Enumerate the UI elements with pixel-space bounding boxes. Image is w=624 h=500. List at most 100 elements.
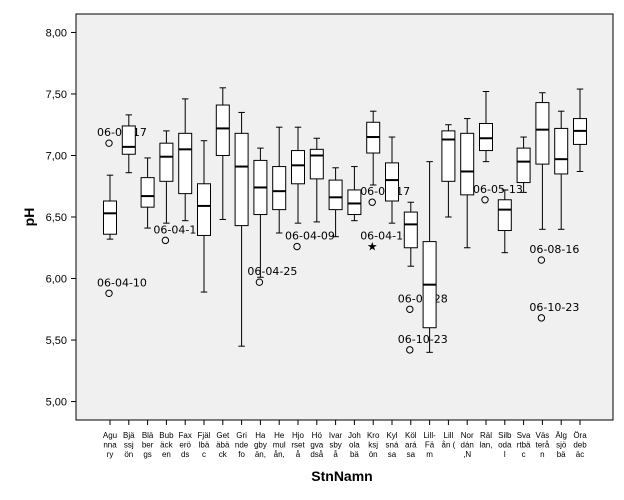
box-series: 06-07-1706-04-1006-04-1706-04-2506-04-09… bbox=[97, 87, 587, 354]
x-tick-label-line: Kyl bbox=[386, 431, 397, 440]
x-tick-label-line: äc bbox=[576, 450, 584, 459]
x-tick-label-line: Joh bbox=[348, 431, 361, 440]
x-tick-label-line: mul bbox=[273, 441, 286, 450]
box-group bbox=[272, 126, 287, 234]
outlier-label: 06-10-23 bbox=[398, 333, 448, 346]
x-tick-label-line: Bub bbox=[159, 431, 174, 440]
outlier-label: 06-04-10 bbox=[97, 276, 147, 289]
x-tick-label-line: fo bbox=[238, 450, 245, 459]
x-tick-label-line: Fjäl bbox=[198, 431, 211, 440]
outlier-label: 06-04-10 bbox=[360, 230, 410, 243]
x-tick-label-line: He bbox=[274, 431, 285, 440]
box-group bbox=[309, 137, 324, 223]
box bbox=[215, 104, 230, 156]
x-tick-label: Nor dán ,N bbox=[461, 431, 474, 459]
x-tick-label-line: ön bbox=[369, 450, 378, 459]
x-tick-label-line: ds bbox=[181, 450, 189, 459]
x-tick-label-line: c bbox=[522, 450, 526, 459]
extreme-marker: ★ bbox=[367, 240, 378, 254]
x-tick-label-line: Nor bbox=[461, 431, 474, 440]
outlier-marker bbox=[406, 346, 414, 354]
x-tick-label-line: Silb bbox=[498, 431, 512, 440]
x-tick-label: Räl lan, bbox=[480, 431, 493, 450]
x-tick-label: Gri nde fo bbox=[235, 431, 249, 459]
x-tick-label: Bjä ssj ön bbox=[123, 431, 135, 459]
x-tick-label-line: Bjä bbox=[123, 431, 135, 440]
x-tick-label: Älg sjö bä bbox=[555, 431, 567, 459]
x-tick-label-line: sná bbox=[386, 441, 399, 450]
x-tick-label: Bub äck en bbox=[159, 431, 174, 459]
x-tick-label-line: dán bbox=[461, 441, 474, 450]
x-tick-label-line: å bbox=[296, 450, 301, 459]
box-group bbox=[328, 167, 343, 238]
x-tick-label-line: gva bbox=[310, 441, 323, 450]
x-tick-label: He mul ån, bbox=[273, 431, 286, 459]
box bbox=[178, 132, 193, 195]
x-tick-label-line: Gri bbox=[236, 431, 247, 440]
x-tick-label-line: nna bbox=[103, 441, 117, 450]
x-tick-label-line: Älg bbox=[555, 431, 567, 440]
box bbox=[403, 211, 418, 249]
x-tick-label-line: ån, bbox=[274, 450, 285, 459]
y-tick-label: 5,50 bbox=[46, 335, 67, 347]
outlier-label: 06-04-17 bbox=[153, 223, 203, 236]
x-tick-label-line: Fax bbox=[179, 431, 192, 440]
box bbox=[121, 125, 136, 155]
x-tick-label: Get äbä ck bbox=[216, 431, 230, 459]
box-group bbox=[422, 161, 437, 353]
x-tick-label-line: sjö bbox=[556, 441, 567, 450]
y-tick-label: 6,50 bbox=[46, 212, 67, 224]
x-tick-label-line: lbä bbox=[199, 441, 210, 450]
x-tick-label-line: bä bbox=[350, 450, 359, 459]
x-tick-label-line: rtbä bbox=[517, 441, 531, 450]
x-tick-label-line: lan, bbox=[480, 441, 493, 450]
x-tick-label-line: Ha bbox=[255, 431, 266, 440]
box bbox=[516, 147, 531, 184]
x-tick-label-line: äbä bbox=[216, 441, 230, 450]
box bbox=[328, 179, 343, 211]
x-tick-label-line: terå bbox=[536, 441, 550, 450]
x-tick-label-line: Lill- bbox=[423, 431, 436, 440]
box-group: 06-04-09 bbox=[285, 126, 335, 251]
y-axis-label: pH bbox=[21, 208, 37, 227]
x-tick-label-line: Ivar bbox=[329, 431, 343, 440]
outlier-label: 06-04-09 bbox=[285, 230, 335, 243]
x-tick-label-line: erö bbox=[179, 441, 191, 450]
x-tick-label-line: äck bbox=[160, 441, 173, 450]
x-tick-label-line: dså bbox=[310, 450, 323, 459]
box-group bbox=[573, 88, 587, 172]
x-tick-label-line: Blä bbox=[142, 431, 154, 440]
box-group bbox=[347, 166, 362, 222]
x-tick-label-line: en bbox=[162, 450, 171, 459]
box bbox=[159, 142, 174, 182]
box-group bbox=[234, 111, 249, 347]
y-tick-label: 7,50 bbox=[46, 89, 67, 101]
x-tick-label-line: Fä bbox=[425, 441, 435, 450]
x-tick-label-line: Get bbox=[216, 431, 230, 440]
x-tick-label-line: ksj bbox=[368, 441, 378, 450]
x-axis-label: StnNamn bbox=[311, 468, 372, 484]
box bbox=[309, 148, 324, 180]
outlier-marker bbox=[161, 236, 170, 245]
box bbox=[103, 200, 117, 235]
x-tick-label-line: sby bbox=[329, 441, 341, 450]
x-tick-label-line: ssj bbox=[124, 441, 134, 450]
x-tick-label-line: Räl bbox=[480, 431, 492, 440]
outlier-marker bbox=[105, 139, 113, 147]
x-tick-label-line: m bbox=[426, 450, 433, 459]
x-tick-label-line: rset bbox=[291, 441, 305, 450]
box-group bbox=[497, 189, 512, 254]
x-tick-label: Hjo rset å bbox=[291, 431, 305, 459]
box bbox=[140, 177, 155, 208]
outlier-label: 06-08-16 bbox=[529, 243, 579, 256]
x-tick-label-line: Öra bbox=[573, 431, 587, 440]
x-tick-label-line: l bbox=[504, 450, 506, 459]
x-tick-label-line: gby bbox=[254, 441, 267, 450]
x-tick-label: Lill-Fä m bbox=[423, 431, 436, 459]
x-tick-label: Hö gva dså bbox=[310, 431, 323, 459]
x-tick-label-line: ön bbox=[124, 450, 133, 459]
box bbox=[234, 132, 249, 227]
x-tick-label-line: ,N bbox=[463, 450, 471, 459]
